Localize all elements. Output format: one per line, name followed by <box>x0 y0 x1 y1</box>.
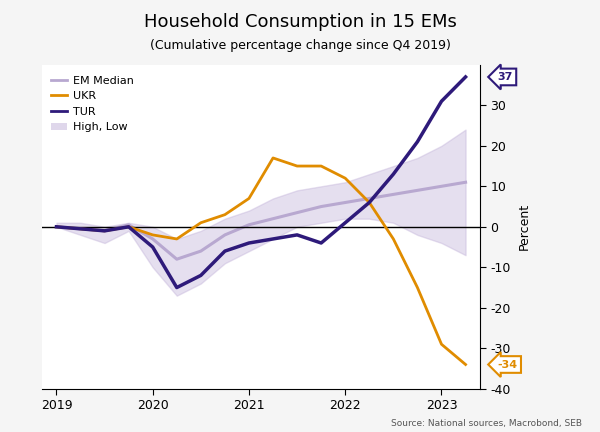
Text: Source: National sources, Macrobond, SEB: Source: National sources, Macrobond, SEB <box>391 419 582 428</box>
Legend: EM Median, UKR, TUR, High, Low: EM Median, UKR, TUR, High, Low <box>46 71 139 137</box>
Text: Household Consumption in 15 EMs: Household Consumption in 15 EMs <box>143 13 457 31</box>
Text: -34: -34 <box>497 359 518 369</box>
Text: 37: 37 <box>497 72 513 82</box>
Y-axis label: Percent: Percent <box>518 203 531 251</box>
Text: (Cumulative percentage change since Q4 2019): (Cumulative percentage change since Q4 2… <box>149 39 451 52</box>
